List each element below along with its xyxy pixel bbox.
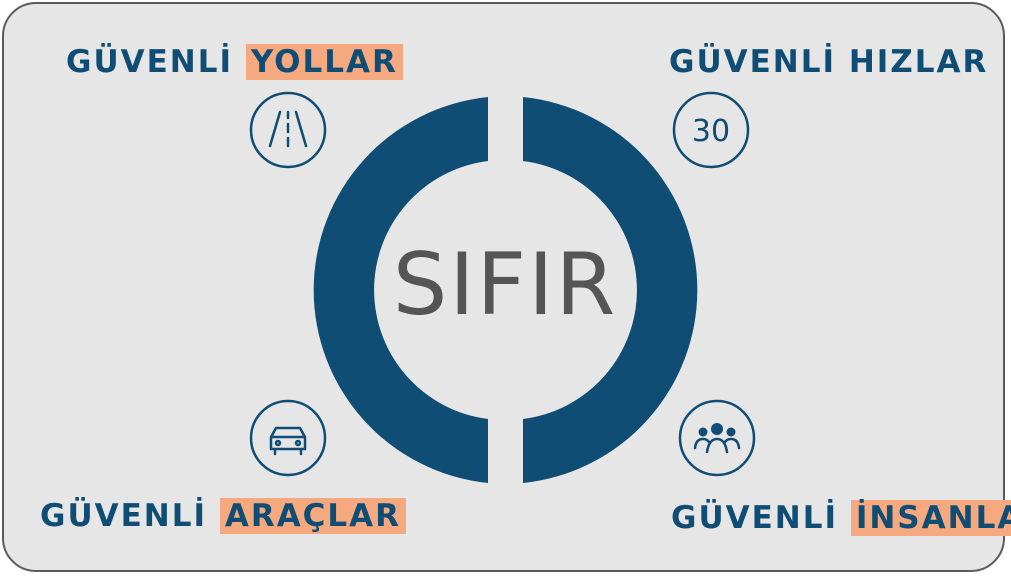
label-prefix: GÜVENLİ — [66, 44, 234, 80]
center-title: SIFIR — [392, 235, 618, 335]
people-icon — [678, 399, 756, 477]
speed-limit-number: 30 — [692, 114, 730, 149]
label-safe-roads: GÜVENLİ YOLLAR — [66, 42, 403, 82]
label-prefix: GÜVENLİ — [40, 498, 208, 534]
speed-limit-icon: 30 — [672, 91, 750, 169]
ring-right-arc — [523, 97, 698, 483]
ring-left-arc — [313, 97, 488, 483]
road-icon — [249, 91, 327, 169]
label-safe-speeds: GÜVENLİ HIZLAR — [669, 42, 988, 82]
label-prefix: GÜVENLİ — [669, 44, 837, 80]
label-safe-vehicles: GÜVENLİ ARAÇLAR — [40, 496, 407, 536]
label-highlight: YOLLAR — [245, 44, 403, 80]
car-icon — [249, 399, 327, 477]
label-highlight: ARAÇLAR — [219, 498, 407, 534]
label-text: HIZLAR — [848, 44, 989, 80]
label-highlight: İNSANLAR — [850, 500, 1011, 536]
label-prefix: GÜVENLİ — [671, 500, 839, 536]
label-safe-people: GÜVENLİ İNSANLAR — [671, 498, 1011, 538]
